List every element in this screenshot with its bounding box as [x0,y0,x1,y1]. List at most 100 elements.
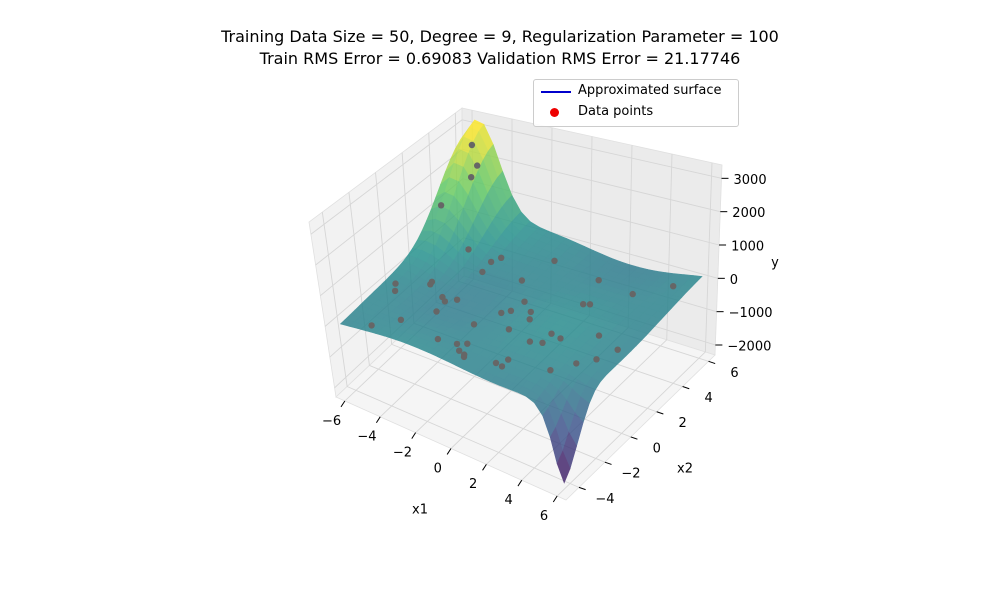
surface-patch [556,450,571,484]
grid-line-y [391,343,631,438]
data-point [629,290,636,298]
data-point [428,278,436,285]
tick-mark [578,486,586,491]
legend-entry-surface: Approximated surface [534,81,738,101]
x-axis-label: x1 [412,503,428,518]
data-point [498,309,505,317]
data-point [392,280,399,287]
legend-label-surface: Approximated surface [578,83,722,98]
z-tick-label: 0 [730,273,738,288]
x-tick-label: −4 [357,430,376,445]
x-tick-label: 4 [504,493,512,508]
data-point [498,363,506,370]
data-point [551,257,558,264]
data-point [461,351,468,358]
data-point [557,335,564,342]
z-tick-label: 2000 [732,206,765,221]
data-point [433,308,440,315]
tick-mark [375,416,381,424]
tick-mark [340,400,346,408]
grid-line-y [348,192,370,366]
z-tick-label: 3000 [734,173,767,188]
y-tick-label: −4 [595,492,614,507]
chart-title-line2: Train RMS Error = 0.69083 Validation RMS… [259,49,741,68]
tick-mark [604,461,612,465]
y-tick-label: 0 [653,442,661,457]
legend-line-marker [541,91,571,93]
grid-line-y [321,212,348,387]
y-tick-label: 4 [704,391,712,406]
data-point [580,301,587,308]
data-point [474,162,481,169]
legend-entry-points: Data points [534,102,738,122]
data-point [391,287,399,295]
tick-mark [552,495,558,503]
data-point [437,202,445,209]
tick-mark [630,436,638,440]
data-point [464,340,471,347]
legend: Approximated surface Data points [533,79,739,127]
grid-line-x [556,351,706,497]
y-tick-label: 6 [730,366,738,381]
z-tick-label: −2000 [727,340,771,355]
tick-mark [446,448,452,455]
data-point [548,330,555,337]
y-tick-label: 2 [679,416,687,431]
data-point [465,246,472,253]
data-point [614,346,621,353]
data-point [468,174,475,181]
data-point [453,340,461,348]
data-point [507,307,515,314]
grid-line-z [315,148,463,266]
y-axis-label: x2 [677,462,693,477]
data-point [595,332,603,339]
data-point [434,335,442,343]
x-tick-label: −6 [322,414,341,429]
x-tick-label: 2 [469,477,477,492]
data-point [526,338,534,345]
legend-dot-marker [550,108,559,117]
grid-line-z [310,119,463,235]
z-tick-label: 1000 [731,240,764,255]
data-points [368,141,677,374]
grid-line-y [346,386,580,488]
data-point [547,367,554,374]
data-point [479,268,486,276]
data-point [492,359,500,367]
legend-label-points: Data points [578,104,654,119]
data-point [539,339,546,346]
z-axis-label: y [771,256,779,271]
data-point [518,277,526,284]
data-point [505,326,513,333]
surface [339,119,703,484]
y-tick-label: −2 [621,467,640,482]
data-point [527,308,534,316]
grid-line-x [704,162,713,352]
tick-mark [517,479,523,487]
data-point [573,360,580,367]
data-point [468,141,476,149]
grid-line-x [521,339,668,481]
data-point [526,316,533,323]
z-tick-label: −1000 [729,306,773,321]
data-point [498,254,505,261]
tick-mark [708,360,716,365]
data-point [521,298,528,305]
data-point [397,316,405,323]
tick-mark [482,464,487,471]
grid-line-z [462,148,721,213]
data-point [453,296,461,303]
data-point [586,301,594,308]
axes: −6 −4 −2 0 2 4 6 −4 −2 0 2 4 6 3000 2000 1000 0 −1000 −200… [322,173,779,524]
data-point [456,347,463,354]
data-point [595,277,602,284]
data-point [368,322,375,329]
data-point [505,356,512,363]
data-point [670,283,677,290]
chart-title-line1: Training Data Size = 50, Degree = 9, Reg… [221,27,779,46]
x-tick-label: 6 [540,509,548,524]
data-point [470,321,478,328]
grid-line-z [462,119,722,179]
x-tick-label: 0 [434,461,442,476]
